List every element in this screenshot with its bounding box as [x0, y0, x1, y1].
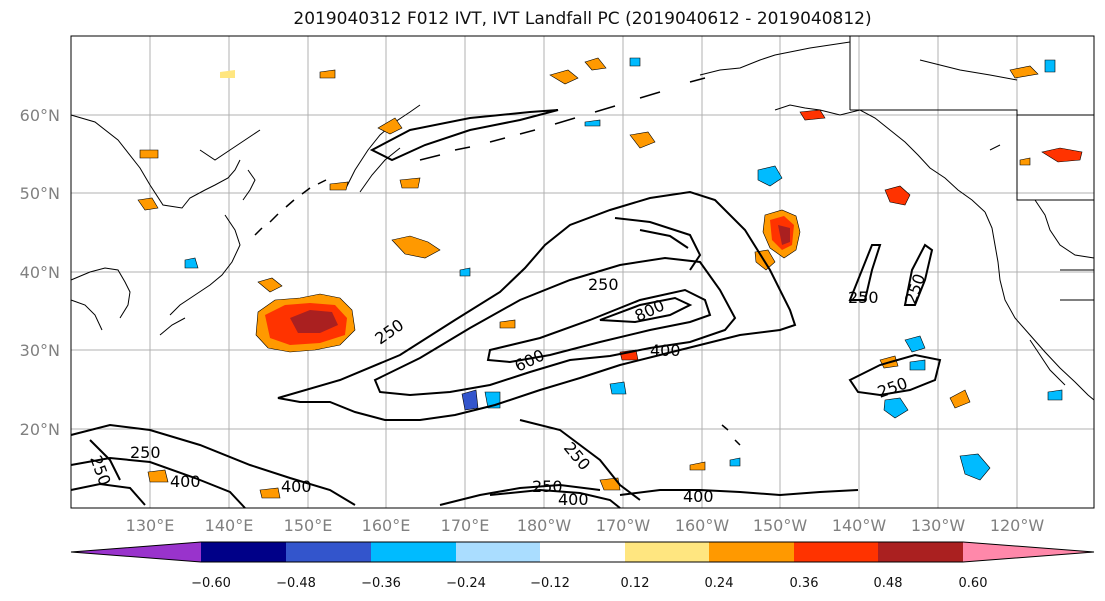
lon-label: 180°W	[517, 516, 572, 535]
colorbar-tick-label: −0.36	[361, 576, 401, 591]
colorbar-tick-label: 0.36	[790, 576, 819, 591]
contour-label: 400	[650, 341, 681, 360]
latitude-labels: 60°N 50°N 40°N 30°N 20°N	[20, 106, 60, 439]
colorbar-outline	[70, 541, 1095, 563]
map-frame	[70, 35, 1095, 509]
colorbar: −0.60 −0.48 −0.36 −0.24 −0.12 0.12 0.24 0.36 0.4…	[70, 541, 1095, 591]
contour-label: 400	[683, 487, 714, 506]
ivt-contours	[70, 109, 942, 509]
lon-label: 150°E	[284, 516, 333, 535]
colorbar-segment	[625, 542, 709, 562]
coastlines	[70, 36, 1095, 446]
colorbar-extend-high	[963, 542, 1094, 562]
lon-label: 120°W	[990, 516, 1045, 535]
lon-label: 170°E	[441, 516, 490, 535]
contour-label: 250	[130, 443, 161, 462]
contour-label: 400	[170, 472, 201, 491]
lon-label: 170°W	[596, 516, 651, 535]
colorbar-tick-label: 0.12	[621, 576, 650, 591]
colorbar-tick-label: 0.60	[959, 576, 988, 591]
colorbar-tick-label: −0.24	[446, 576, 486, 591]
contour-label: 250	[532, 477, 563, 496]
lat-label: 40°N	[20, 263, 60, 282]
colorbar-segment	[794, 542, 878, 562]
colorbar-tick-label: −0.60	[191, 576, 231, 591]
lon-label: 140°W	[832, 516, 887, 535]
lat-label: 20°N	[20, 420, 60, 439]
colorbar-extend-low	[71, 542, 201, 562]
colorbar-tick-label: 0.24	[705, 576, 734, 591]
colorbar-tick-label: −0.12	[530, 576, 570, 591]
colorbar-segment	[371, 542, 456, 562]
colorbar-segment	[286, 542, 371, 562]
colorbar-segment	[456, 542, 540, 562]
longitude-labels: 130°E 140°E 150°E 160°E 170°E 180°W 170°…	[126, 516, 1045, 535]
colorbar-segment	[201, 542, 286, 562]
lon-label: 130°W	[911, 516, 966, 535]
colorbar-segment	[878, 542, 963, 562]
lat-label: 30°N	[20, 341, 60, 360]
map-title: 2019040312 F012 IVT, IVT Landfall PC (20…	[293, 9, 872, 29]
lon-label: 160°E	[362, 516, 411, 535]
contour-label: 400	[281, 477, 312, 496]
colorbar-tick-label: −0.48	[276, 576, 316, 591]
lon-label: 140°E	[205, 516, 254, 535]
lon-label: 130°E	[126, 516, 175, 535]
contour-label: 400	[558, 490, 589, 509]
colorbar-tick-label: 0.48	[874, 576, 903, 591]
colorbar-segment	[540, 542, 625, 562]
positive-anomaly-patches	[137, 57, 1083, 499]
lat-label: 60°N	[20, 106, 60, 125]
gridlines	[71, 36, 1094, 508]
lat-label: 50°N	[20, 184, 60, 203]
lon-label: 150°W	[753, 516, 808, 535]
colorbar-segment	[709, 542, 794, 562]
contour-label: 250	[588, 275, 619, 294]
contour-label: 250	[848, 288, 879, 307]
lon-label: 160°W	[675, 516, 730, 535]
